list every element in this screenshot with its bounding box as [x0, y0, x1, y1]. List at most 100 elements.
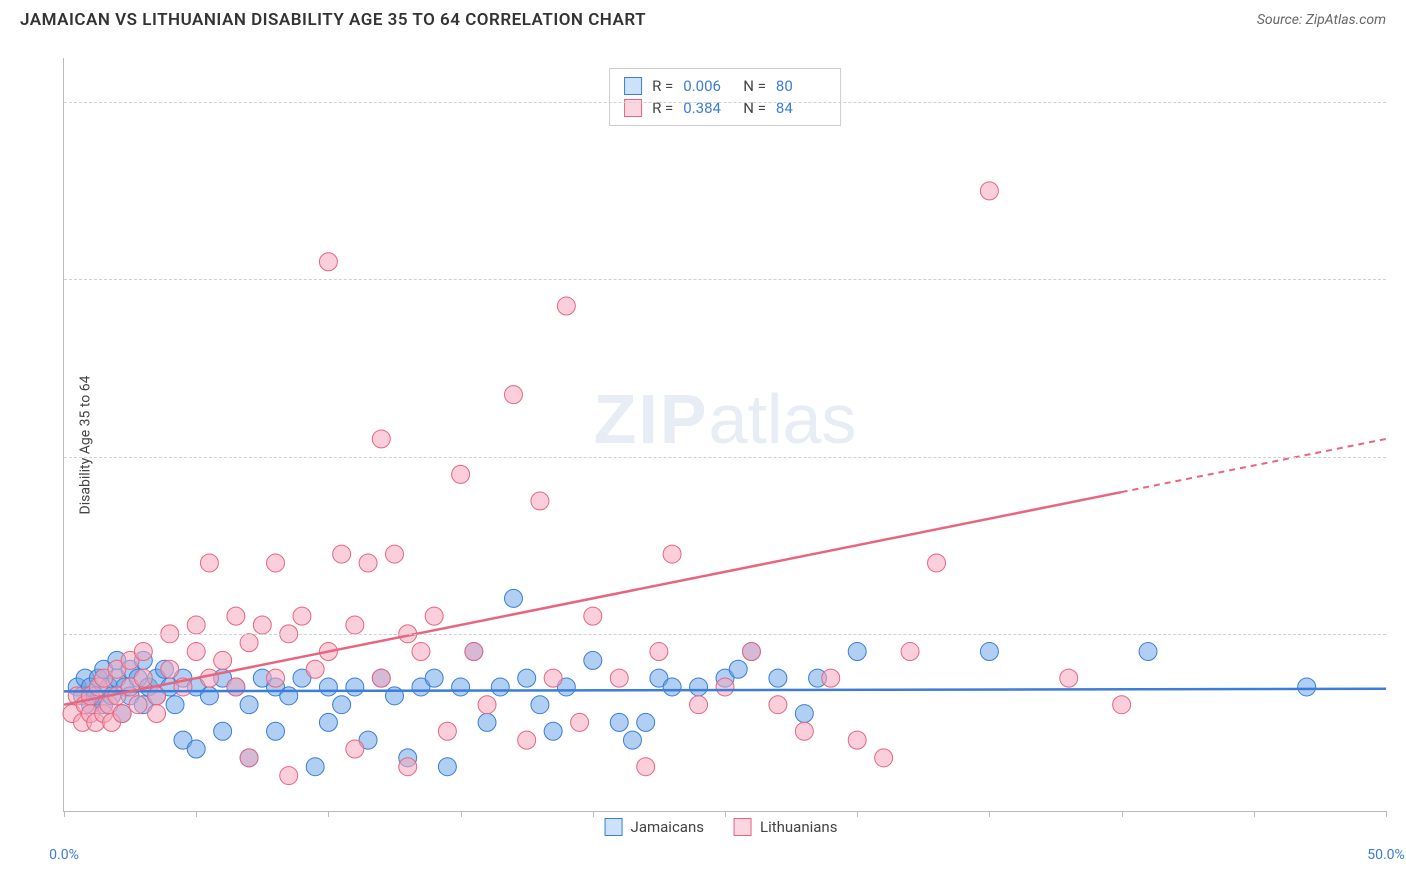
x-tick [64, 811, 65, 817]
data-point [372, 669, 390, 687]
data-point [610, 669, 628, 687]
legend-label: Jamaicans [631, 818, 704, 836]
plot-area: ZIPatlas R =0.006N =80R =0.384N =84 20.0… [63, 58, 1386, 812]
stats-box: R =0.006N =80R =0.384N =84 [609, 68, 841, 126]
x-tick [725, 811, 726, 817]
data-point [848, 731, 866, 749]
data-point [544, 722, 562, 740]
data-point [690, 696, 708, 714]
data-point [1139, 643, 1157, 661]
data-point [623, 731, 641, 749]
x-tick [328, 811, 329, 817]
legend-item: Jamaicans [605, 818, 704, 836]
data-point [129, 696, 147, 714]
x-tick [1254, 811, 1255, 817]
data-point [491, 678, 509, 696]
gridline [64, 102, 1386, 103]
data-point [333, 545, 351, 563]
data-point [769, 669, 787, 687]
data-point [267, 554, 285, 572]
x-tick [1386, 811, 1387, 817]
data-point [346, 616, 364, 634]
data-point [113, 705, 131, 723]
data-point [253, 616, 271, 634]
data-point [227, 607, 245, 625]
data-point [518, 731, 536, 749]
data-point [187, 643, 205, 661]
n-label: N = [743, 77, 766, 95]
chart-area: Disability Age 35 to 64 ZIPatlas R =0.00… [48, 48, 1394, 842]
x-tick [1122, 811, 1123, 817]
data-point [412, 643, 430, 661]
data-point [663, 678, 681, 696]
data-point [465, 643, 483, 661]
data-point [848, 643, 866, 661]
source-label: Source: ZipAtlas.com [1257, 12, 1386, 28]
data-point [372, 430, 390, 448]
data-point [148, 687, 166, 705]
data-point [1298, 678, 1316, 696]
data-point [716, 678, 734, 696]
data-point [333, 696, 351, 714]
gridline [64, 457, 1386, 458]
x-tick [989, 811, 990, 817]
data-point [267, 669, 285, 687]
data-point [438, 758, 456, 776]
data-point [425, 669, 443, 687]
data-point [214, 722, 232, 740]
series-swatch [624, 77, 642, 95]
n-value: 80 [776, 77, 826, 95]
x-tick [461, 811, 462, 817]
data-point [531, 696, 549, 714]
data-point [227, 678, 245, 696]
data-point [319, 678, 337, 696]
data-point [346, 678, 364, 696]
data-point [769, 696, 787, 714]
x-tick [857, 811, 858, 817]
data-point [584, 607, 602, 625]
data-point [531, 492, 549, 510]
data-point [399, 758, 417, 776]
data-point [637, 713, 655, 731]
x-tick-label: 50.0% [1367, 847, 1405, 863]
data-point [901, 643, 919, 661]
data-point [1113, 696, 1131, 714]
data-point [795, 705, 813, 723]
data-point [742, 643, 760, 661]
data-point [280, 767, 298, 785]
data-point [980, 182, 998, 200]
data-point [240, 634, 258, 652]
x-tick-label: 0.0% [49, 847, 79, 863]
data-point [359, 554, 377, 572]
data-point [319, 713, 337, 731]
data-point [637, 758, 655, 776]
legend-swatch [734, 818, 752, 836]
chart-title: JAMAICAN VS LITHUANIAN DISABILITY AGE 35… [20, 10, 646, 30]
data-point [980, 643, 998, 661]
data-point [293, 607, 311, 625]
data-point [478, 696, 496, 714]
data-point [134, 643, 152, 661]
header: JAMAICAN VS LITHUANIAN DISABILITY AGE 35… [0, 0, 1406, 35]
chart-container: JAMAICAN VS LITHUANIAN DISABILITY AGE 35… [0, 0, 1406, 892]
r-value: 0.006 [683, 77, 733, 95]
data-point [663, 545, 681, 563]
gridline [64, 279, 1386, 280]
data-point [557, 297, 575, 315]
data-point [505, 589, 523, 607]
data-point [795, 722, 813, 740]
data-point [505, 386, 523, 404]
data-point [240, 749, 258, 767]
data-point [1060, 669, 1078, 687]
data-point [200, 669, 218, 687]
data-point [240, 696, 258, 714]
data-point [306, 660, 324, 678]
data-point [452, 465, 470, 483]
data-point [584, 651, 602, 669]
legend-swatch [605, 818, 623, 836]
data-point [438, 722, 456, 740]
data-point [161, 660, 179, 678]
data-point [134, 669, 152, 687]
legend: JamaicansLithuanians [605, 818, 838, 836]
data-point [187, 740, 205, 758]
